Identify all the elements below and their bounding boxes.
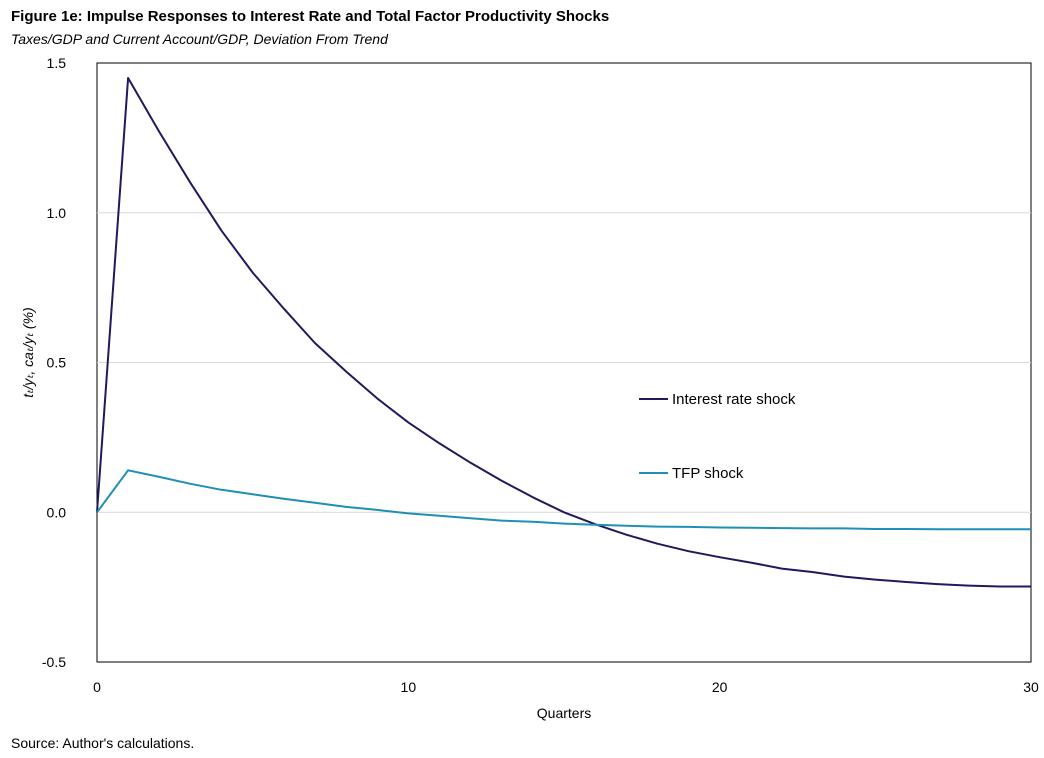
series-lines — [96, 77, 1031, 588]
x-axis-label: Quarters — [537, 705, 591, 721]
x-tick-label: 0 — [93, 679, 101, 695]
x-tick-label: 20 — [712, 679, 728, 695]
gridlines — [97, 212, 1031, 513]
tick-labels: -0.5 0.0 0.5 1.0 1.5 0 10 20 30 — [42, 55, 1039, 695]
series-line-interest-rate-shock — [96, 77, 1031, 588]
legend-label: TFP shock — [672, 465, 744, 482]
legend: Interest rate shock TFP shock — [639, 391, 796, 482]
y-tick-label: 0.5 — [47, 355, 67, 371]
source-note: Source: Author's calculations. — [11, 735, 195, 751]
x-tick-label: 10 — [401, 679, 417, 695]
x-tick-label: 30 — [1023, 679, 1039, 695]
chart-title: Figure 1e: Impulse Responses to Interest… — [11, 8, 610, 25]
chart-subtitle: Taxes/GDP and Current Account/GDP, Devia… — [11, 31, 388, 47]
series-line-tfp-shock — [96, 469, 1031, 531]
y-tick-label: 0.0 — [47, 504, 67, 520]
y-tick-label: -0.5 — [42, 654, 66, 670]
y-tick-label: 1.5 — [47, 55, 67, 71]
y-tick-label: 1.0 — [47, 205, 67, 221]
y-axis-label: tₜ/yₜ, caₜ/yₜ (%) — [20, 307, 36, 397]
legend-label: Interest rate shock — [672, 391, 796, 408]
